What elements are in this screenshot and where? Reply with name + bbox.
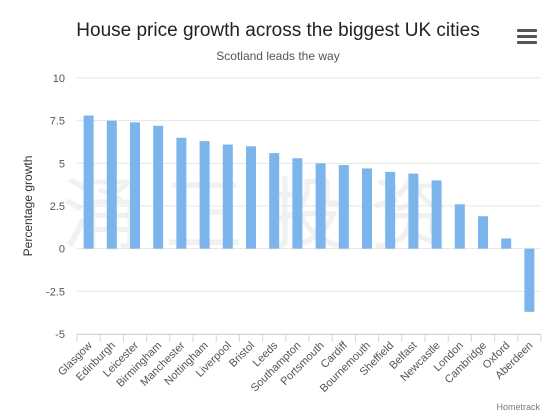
bar	[478, 216, 488, 249]
bar	[408, 173, 419, 249]
bar	[431, 180, 442, 249]
bar	[106, 120, 117, 249]
chart-subtitle: Scotland leads the way	[216, 49, 340, 63]
chart-title: House price growth across the biggest UK…	[76, 20, 480, 41]
bar	[385, 171, 396, 249]
y-tick-label: 10	[53, 73, 65, 85]
y-tick-label: -5	[55, 329, 65, 341]
bar	[524, 248, 535, 312]
bar	[83, 115, 94, 249]
bar	[292, 158, 303, 249]
bar	[153, 125, 164, 249]
y-tick-label: 7.5	[50, 116, 65, 128]
bar	[176, 137, 187, 249]
y-tick-label: 2.5	[50, 201, 65, 213]
bar	[222, 144, 233, 249]
y-tick-label: -2.5	[46, 286, 65, 298]
bar	[501, 238, 512, 249]
bar	[454, 204, 465, 249]
bar	[315, 163, 326, 249]
credits[interactable]: Hometrack	[496, 402, 540, 412]
y-tick-label: 0	[59, 244, 65, 256]
y-axis-label: Percentage growth	[21, 156, 35, 257]
bar	[338, 165, 349, 249]
bar	[199, 141, 210, 249]
y-tick-label: 5	[59, 158, 65, 170]
bar	[130, 122, 140, 249]
bar	[362, 168, 372, 249]
bar	[269, 153, 280, 249]
bar	[246, 146, 256, 249]
x-tick-label: Bristol	[227, 340, 257, 370]
hamburger-menu-icon[interactable]	[517, 29, 537, 47]
